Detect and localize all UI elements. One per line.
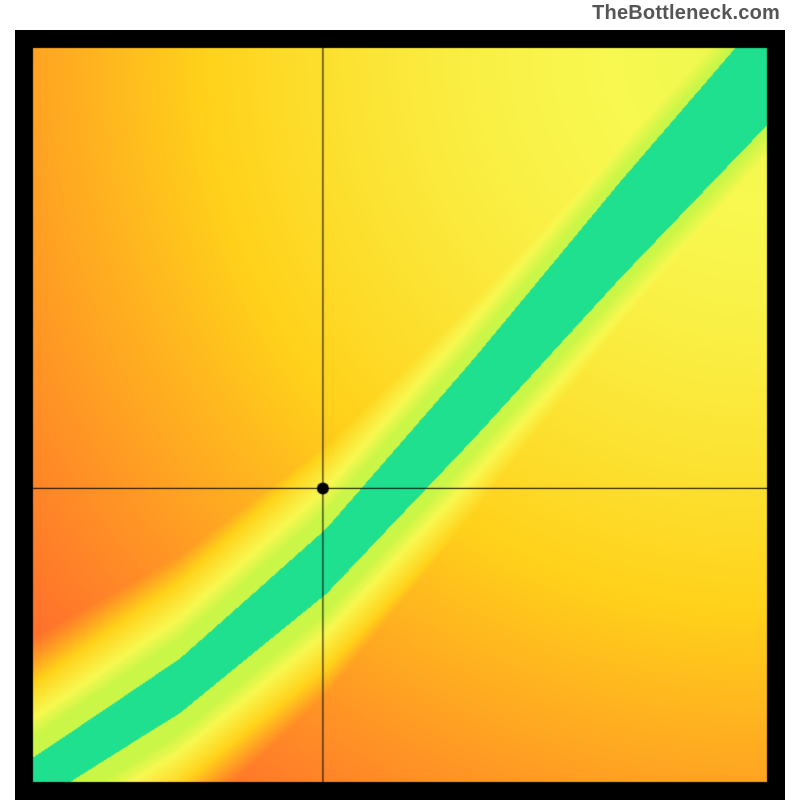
attribution-text: TheBottleneck.com <box>592 2 780 25</box>
bottleneck-heatmap <box>15 30 785 800</box>
